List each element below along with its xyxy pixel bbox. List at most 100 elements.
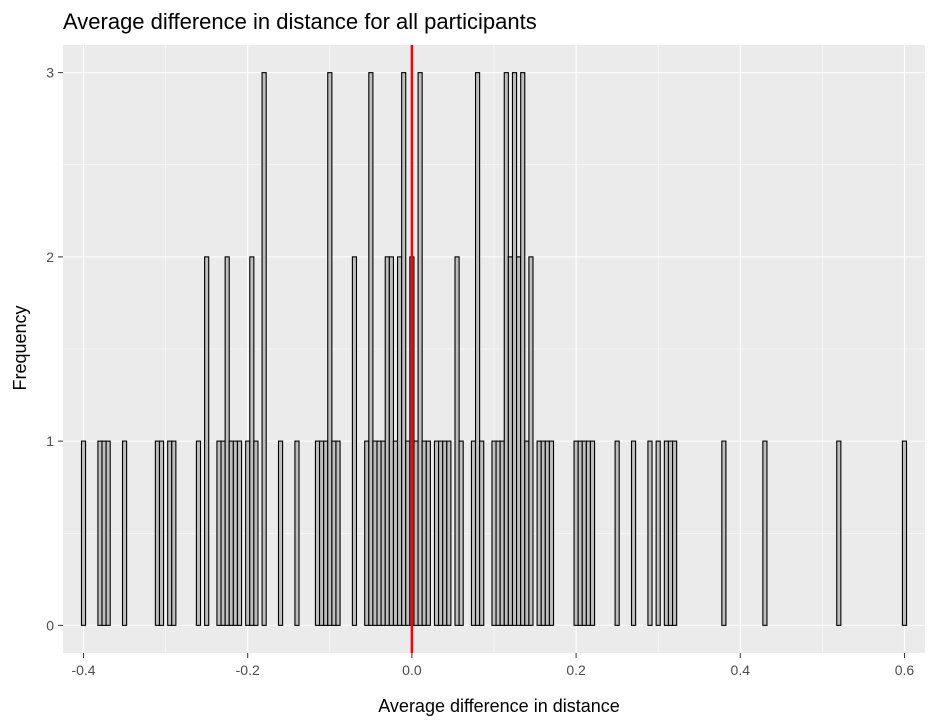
histogram-bar bbox=[536, 440, 542, 626]
histogram-bar bbox=[384, 256, 390, 626]
x-axis-ticks: -0.4 -0.2 0.0 0.2 0.4 0.6 bbox=[71, 653, 914, 678]
chart-title: Average difference in distance for all p… bbox=[63, 9, 537, 34]
histogram-bar bbox=[433, 440, 440, 626]
histogram-bar bbox=[425, 440, 431, 626]
histogram-bar bbox=[364, 440, 370, 626]
histogram-bar bbox=[204, 256, 210, 626]
histogram-bar bbox=[121, 440, 128, 626]
histogram-bar bbox=[528, 256, 534, 626]
y-tick-label: 1 bbox=[46, 433, 54, 449]
histogram-bar bbox=[249, 256, 255, 626]
histogram-bar bbox=[474, 72, 481, 626]
histogram-bar bbox=[573, 440, 579, 626]
histogram-bar bbox=[421, 440, 427, 626]
histogram-bars bbox=[80, 72, 908, 626]
histogram-bar bbox=[368, 72, 374, 626]
histogram-bar bbox=[548, 440, 555, 626]
histogram-bar bbox=[479, 440, 485, 626]
histogram-bar bbox=[762, 440, 768, 626]
histogram-bar bbox=[667, 440, 674, 626]
histogram-bar bbox=[376, 440, 382, 626]
x-tick-label: 0.2 bbox=[566, 662, 586, 678]
histogram-bar bbox=[577, 440, 583, 626]
histogram-bar bbox=[721, 440, 727, 626]
y-tick-label: 0 bbox=[46, 617, 54, 633]
histogram-bar bbox=[520, 72, 526, 626]
histogram-bar bbox=[454, 256, 460, 626]
histogram-bar bbox=[438, 440, 444, 626]
histogram-bar bbox=[380, 440, 386, 626]
x-tick-label: -0.4 bbox=[71, 662, 95, 678]
histogram-bar bbox=[245, 440, 251, 626]
histogram-bar bbox=[417, 72, 423, 626]
histogram-bar bbox=[388, 256, 394, 626]
histogram-bar bbox=[171, 440, 177, 626]
histogram-bar bbox=[154, 440, 161, 626]
x-tick-label: -0.2 bbox=[236, 662, 260, 678]
histogram-bar bbox=[80, 440, 87, 626]
histogram-bar bbox=[442, 440, 448, 626]
histogram-bar bbox=[220, 440, 226, 626]
histogram-bar bbox=[836, 440, 842, 626]
histogram-bar bbox=[499, 440, 505, 626]
histogram-bar bbox=[216, 440, 222, 626]
histogram-bar bbox=[663, 440, 670, 626]
histogram-bar bbox=[195, 440, 202, 626]
histogram-bar bbox=[581, 440, 587, 626]
y-tick-label: 2 bbox=[46, 249, 54, 265]
x-tick-label: 0.0 bbox=[402, 662, 422, 678]
histogram-bar bbox=[277, 440, 284, 626]
histogram-bar bbox=[540, 440, 546, 626]
x-tick-label: 0.4 bbox=[731, 662, 751, 678]
histogram-bar bbox=[401, 72, 407, 626]
histogram-bar bbox=[405, 440, 411, 626]
y-axis-ticks: 0 1 2 3 bbox=[46, 65, 63, 633]
histogram-bar bbox=[236, 440, 243, 626]
histogram-bar bbox=[511, 72, 518, 626]
y-axis-title: Frequency bbox=[10, 305, 30, 390]
histogram-bar bbox=[544, 440, 550, 626]
histogram-bar bbox=[672, 440, 678, 626]
histogram-bar bbox=[458, 440, 464, 626]
histogram-bar bbox=[507, 256, 514, 626]
histogram-bar bbox=[589, 440, 596, 626]
histogram-bar bbox=[655, 440, 661, 626]
histogram-bar bbox=[495, 440, 501, 626]
x-tick-label: 0.6 bbox=[895, 662, 915, 678]
histogram-bar bbox=[470, 440, 477, 626]
histogram-bar bbox=[524, 440, 530, 626]
histogram-bar bbox=[331, 440, 337, 626]
histogram-bar bbox=[232, 440, 239, 626]
histogram-bar bbox=[167, 440, 173, 626]
histogram-bar bbox=[335, 440, 341, 626]
histogram-bar bbox=[446, 440, 452, 626]
histogram-bar bbox=[396, 256, 403, 626]
histogram-bar bbox=[323, 440, 329, 626]
y-tick-label: 3 bbox=[46, 65, 54, 81]
histogram-bar bbox=[503, 72, 509, 626]
histogram-bar bbox=[253, 440, 259, 626]
histogram-bar bbox=[97, 440, 103, 626]
histogram-bar bbox=[647, 440, 653, 626]
histogram-bar bbox=[630, 440, 637, 626]
histogram-bar bbox=[585, 440, 592, 626]
histogram-bar bbox=[105, 440, 111, 626]
x-axis-title: Average difference in distance bbox=[378, 696, 620, 716]
histogram-bar bbox=[101, 440, 107, 626]
histogram-bar bbox=[261, 72, 267, 626]
histogram-bar bbox=[901, 440, 908, 626]
histogram-bar bbox=[614, 440, 620, 626]
histogram-bar bbox=[491, 440, 497, 626]
histogram-bar bbox=[158, 440, 165, 626]
histogram-bar bbox=[413, 440, 419, 626]
histogram-bar bbox=[294, 440, 300, 626]
histogram-bar bbox=[392, 440, 399, 626]
histogram-bar bbox=[224, 256, 230, 626]
histogram-bar bbox=[318, 440, 325, 626]
histogram-bar bbox=[351, 256, 358, 626]
histogram-bar bbox=[228, 440, 234, 626]
histogram-bar bbox=[314, 440, 321, 626]
histogram-bar bbox=[372, 440, 378, 626]
